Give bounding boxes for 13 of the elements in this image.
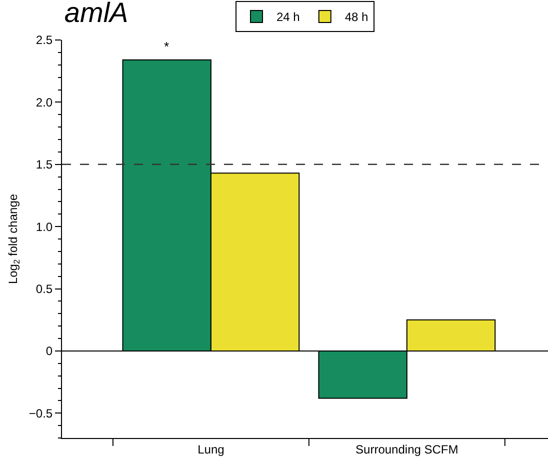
y-tick-label: 2.0 [36,95,53,110]
chart-title: amlA [64,0,128,28]
y-tick-label: 2.5 [36,33,53,48]
y-tick-label: 1.5 [36,158,53,172]
y-tick-label: 0.5 [36,282,53,296]
legend-label: 24 h [276,10,300,24]
y-tick-label: 1.0 [36,220,53,234]
x-tick-label: Surrounding SCFM [356,442,458,456]
y-tick-label: 0 [46,344,53,358]
legend-label: 48 h [344,10,368,24]
annotation: * [164,39,170,54]
x-tick-label: Lung [198,442,224,456]
y-tick-label: −0.5 [28,406,53,420]
